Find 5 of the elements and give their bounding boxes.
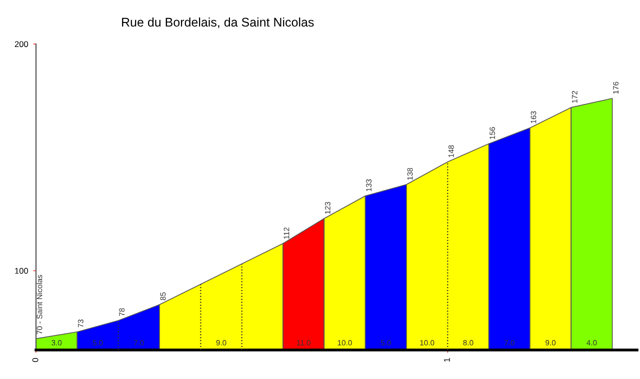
x-tick-label: 0	[32, 358, 38, 362]
chart-title: Rue du Bordelais, da Saint Nicolas	[122, 17, 314, 28]
y-tick-label: 200	[14, 41, 28, 48]
y-tick-label: 100	[15, 268, 28, 274]
x-tick-label: 1	[444, 358, 450, 362]
